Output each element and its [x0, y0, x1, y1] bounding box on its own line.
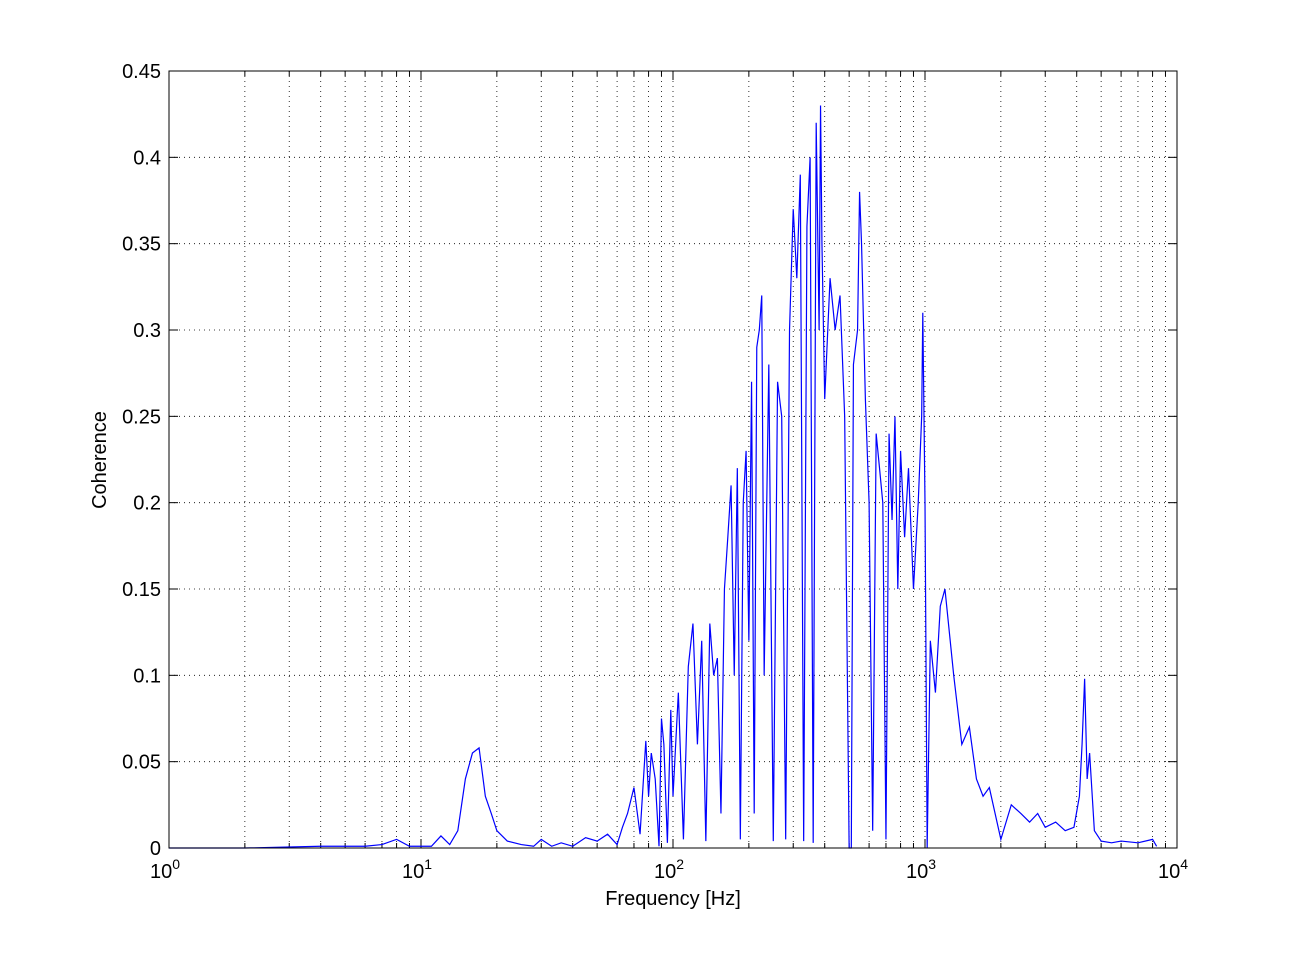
tick-exponent: 0 [172, 856, 180, 872]
y-tick-label: 0.3 [133, 320, 161, 342]
y-tick-label: 0 [150, 838, 161, 860]
tick-exponent: 4 [1180, 856, 1188, 872]
y-tick-label: 0.15 [122, 579, 161, 601]
y-tick-label: 0.45 [122, 61, 161, 83]
data-line [169, 105, 1158, 849]
tick-base: 10 [1158, 861, 1180, 883]
x-tick-label: 104 [1158, 856, 1188, 883]
x-tick-label: 102 [654, 856, 684, 883]
y-tick-label: 0.2 [133, 493, 161, 515]
tick-base: 10 [906, 861, 928, 883]
axes-box [168, 70, 1178, 849]
y-axis-label: Coherence [89, 411, 111, 509]
tick-exponent: 3 [928, 856, 936, 872]
x-tick-label: 100 [150, 856, 180, 883]
x-axis-label: Frequency [Hz] [605, 888, 741, 910]
y-tick-label: 0.05 [122, 752, 161, 774]
y-tick-label: 0.4 [133, 147, 161, 169]
tick-exponent: 1 [424, 856, 432, 872]
x-tick-label: 103 [906, 856, 936, 883]
tick-base: 10 [150, 861, 172, 883]
tick-base: 10 [654, 861, 676, 883]
tick-exponent: 2 [676, 856, 684, 872]
plot [169, 105, 1158, 849]
tick-base: 10 [402, 861, 424, 883]
y-tick-label: 0.25 [122, 406, 161, 428]
y-tick-label: 0.35 [122, 234, 161, 256]
x-tick-label: 101 [402, 856, 432, 883]
y-tick-label: 0.1 [133, 665, 161, 687]
